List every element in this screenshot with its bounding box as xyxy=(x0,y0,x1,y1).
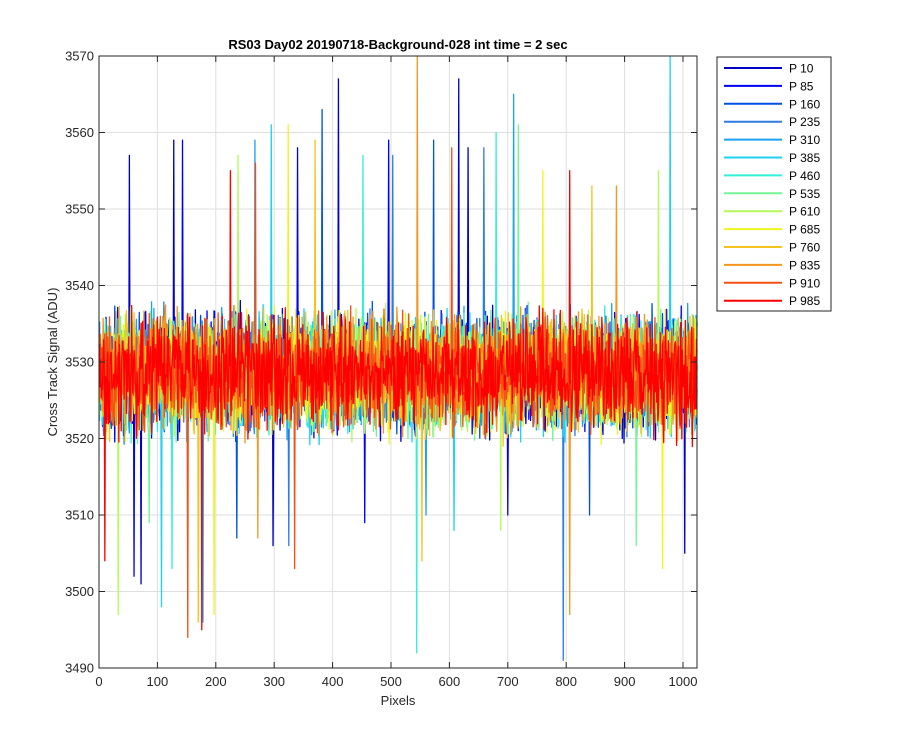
legend-item: P 85 xyxy=(789,79,814,93)
legend-item: P 310 xyxy=(789,133,820,147)
y-tick-label: 3510 xyxy=(65,508,94,523)
y-tick-label: 3560 xyxy=(65,125,94,140)
x-tick-label: 0 xyxy=(95,674,102,689)
x-tick-label: 900 xyxy=(614,674,636,689)
chart-title: RS03 Day02 20190718-Background-028 int t… xyxy=(228,37,567,52)
legend-item: P 385 xyxy=(789,151,820,165)
x-tick-label: 100 xyxy=(147,674,169,689)
x-tick-label: 300 xyxy=(263,674,285,689)
x-tick-label: 400 xyxy=(322,674,344,689)
legend-item: P 460 xyxy=(789,169,820,183)
x-tick-label: 200 xyxy=(205,674,227,689)
legend-item: P 760 xyxy=(789,241,820,255)
y-tick-label: 3490 xyxy=(65,661,94,676)
legend: P 10 P 85 P 160 P 235 P 310 P 385 P 460 P 535 P … xyxy=(716,56,832,312)
y-tick-label: 3540 xyxy=(65,278,94,293)
legend-item: P 910 xyxy=(789,276,820,290)
x-axis-label: Pixels xyxy=(381,693,416,708)
y-axis-label: Cross Track Signal (ADU) xyxy=(45,288,60,437)
legend-item: P 160 xyxy=(789,97,820,111)
y-tick-label: 3570 xyxy=(65,49,94,64)
ticks: 0 100 200 300 400 500 600 700 800 900 1000 3490 3500… xyxy=(65,49,697,690)
legend-item: P 985 xyxy=(789,294,820,308)
legend-item: P 610 xyxy=(789,205,820,219)
x-tick-label: 800 xyxy=(555,674,577,689)
legend-item: P 835 xyxy=(789,258,820,272)
series-line xyxy=(98,170,698,631)
series-lines xyxy=(98,55,698,661)
legend-item: P 685 xyxy=(789,223,820,237)
legend-item: P 235 xyxy=(789,115,820,129)
x-tick-label: 700 xyxy=(497,674,519,689)
x-tick-label: 1000 xyxy=(669,674,698,689)
y-tick-label: 3520 xyxy=(65,431,94,446)
x-tick-label: 500 xyxy=(380,674,402,689)
x-tick-label: 600 xyxy=(439,674,461,689)
y-tick-label: 3500 xyxy=(65,584,94,599)
legend-item: P 10 xyxy=(789,62,814,76)
y-tick-label: 3550 xyxy=(65,202,94,217)
y-tick-label: 3530 xyxy=(65,355,94,370)
legend-box xyxy=(716,56,832,312)
legend-item: P 535 xyxy=(789,187,820,201)
